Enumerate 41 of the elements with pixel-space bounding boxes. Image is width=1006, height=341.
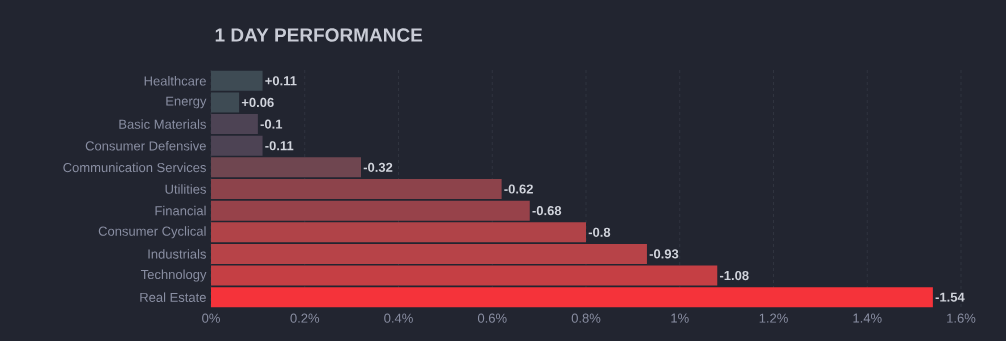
annotation: +0.11 xyxy=(265,76,297,86)
annotation: -0.32 xyxy=(363,162,393,172)
x-tick-label: 0.2% xyxy=(290,313,320,323)
annotation: -0.11 xyxy=(265,141,294,151)
annotation: -1.54 xyxy=(935,292,965,302)
annotation: -0.93 xyxy=(649,249,679,259)
y-tick-label: Communication Services xyxy=(63,162,206,173)
y-tick-label: Real Estate xyxy=(140,292,206,302)
annotation: -0.62 xyxy=(504,184,533,194)
annotation: -1.08 xyxy=(719,270,749,281)
bar xyxy=(211,114,258,135)
x-tick-label: 0.6% xyxy=(477,313,507,323)
y-tick-label: Healthcare xyxy=(144,76,206,86)
annotation: +0.06 xyxy=(241,97,274,108)
x-tick-label: 0.4% xyxy=(384,313,413,323)
y-tick-label: Industrials xyxy=(148,249,206,259)
bar xyxy=(211,222,587,243)
x-tick-label: 0.8% xyxy=(571,313,601,323)
annotation: -0.8 xyxy=(588,227,611,237)
annotation: -0.68 xyxy=(532,206,562,216)
x-tick-label: 1.6% xyxy=(947,313,976,323)
bar xyxy=(211,135,263,156)
x-tick-label: 1.2% xyxy=(759,313,788,323)
y-tick-label: Consumer Defensive xyxy=(85,140,206,151)
y-tick-label: Financial xyxy=(155,205,206,216)
y-tick-label: Basic Materials xyxy=(119,119,206,129)
annotation: -0.1 xyxy=(260,119,283,129)
x-tick-label: 1.4% xyxy=(853,313,882,323)
y-tick-label: Utilities xyxy=(165,184,206,194)
bar xyxy=(211,243,647,264)
bar xyxy=(211,200,530,221)
y-tick-label: Energy xyxy=(166,96,207,109)
bar xyxy=(211,265,718,286)
x-tick-label: 0% xyxy=(202,313,220,323)
y-tick-label: Technology xyxy=(141,269,207,282)
x-tick-label: 1% xyxy=(671,313,689,323)
bar xyxy=(211,157,362,178)
y-tick-label: Consumer Cyclical xyxy=(98,226,206,239)
bar xyxy=(211,179,502,199)
chart-title: 1 DAY PERFORMANCE xyxy=(215,28,423,42)
bar xyxy=(211,287,933,308)
